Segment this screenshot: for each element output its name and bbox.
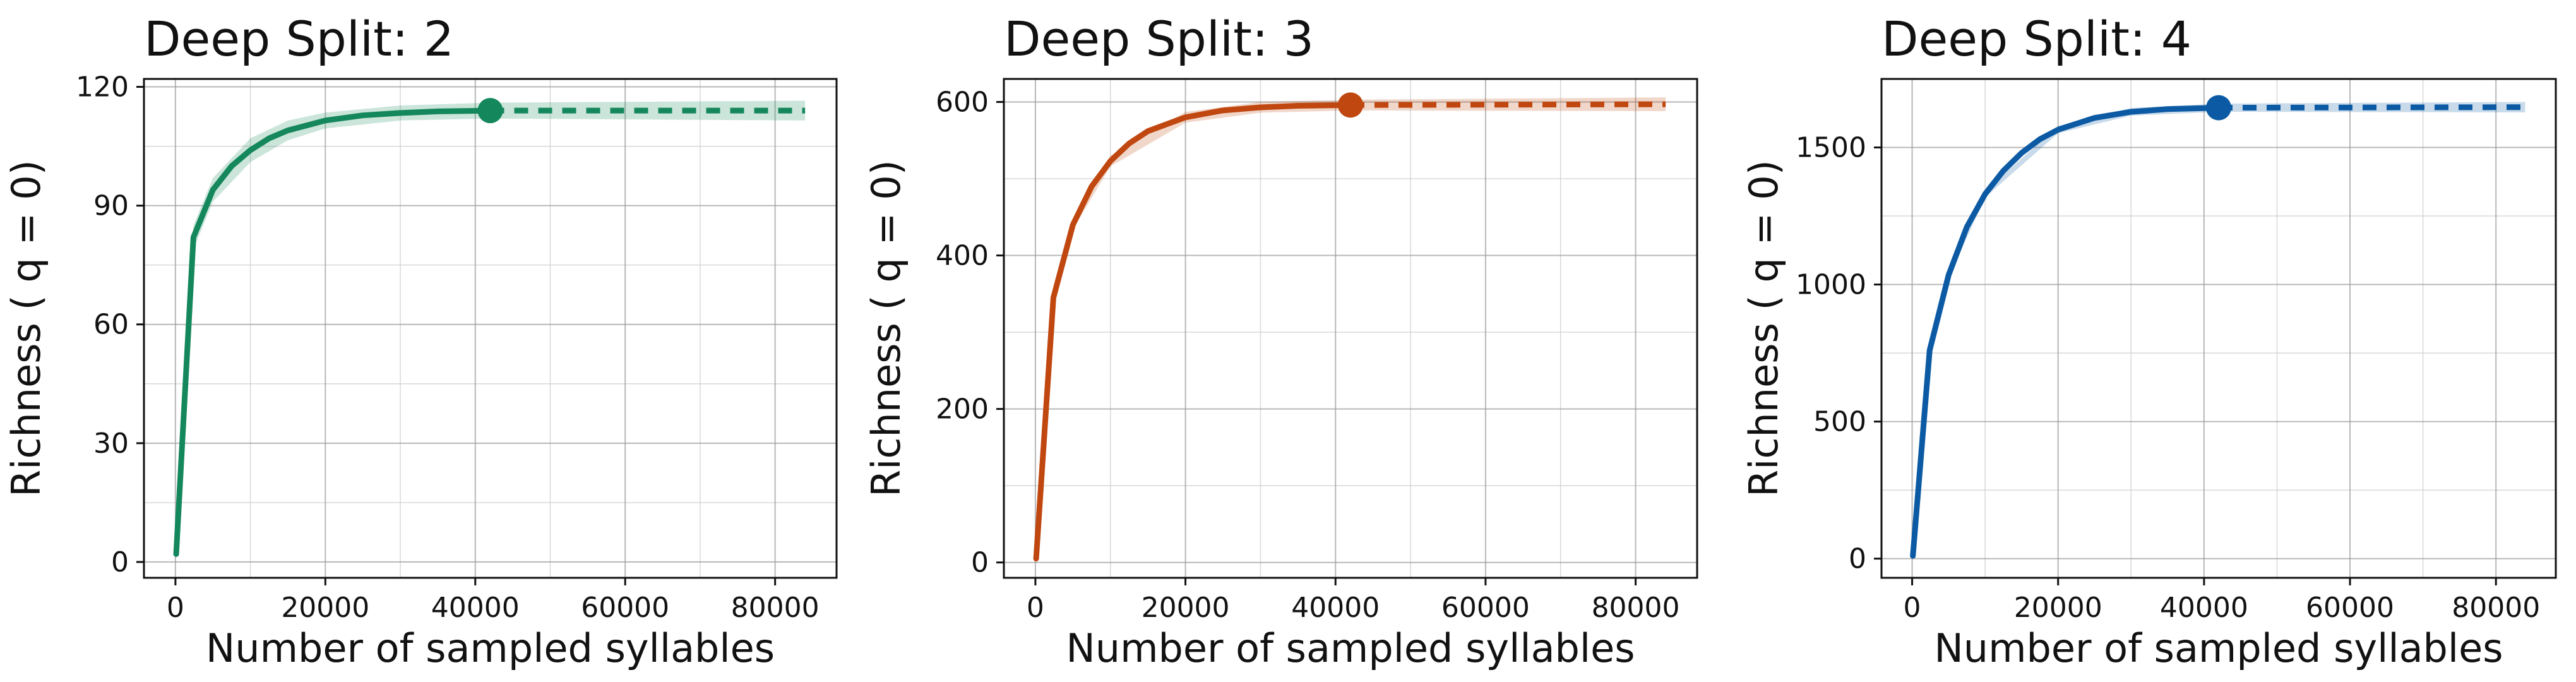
x-tick-label: 0: [1904, 592, 1921, 624]
observed-point: [1338, 92, 1363, 118]
y-tick-label: 1500: [1796, 132, 1866, 164]
x-axis-label: Number of sampled syllables: [1934, 625, 2503, 671]
extrapolation-line: [1350, 101, 1666, 108]
x-tick-label: 60000: [1441, 592, 1530, 624]
y-axis-label: Richness ( q = 0): [3, 160, 49, 497]
y-tick-label: 60: [93, 309, 129, 341]
x-tick-label: 40000: [431, 592, 520, 624]
y-tick-label: 1000: [1796, 269, 1866, 301]
plot-frame: [143, 78, 838, 579]
panel-title: Deep Split: 4: [1881, 11, 2191, 67]
confidence-band: [176, 100, 806, 558]
observed-point: [2206, 95, 2231, 121]
y-tick-label: 0: [971, 547, 989, 579]
y-tick-label: 90: [93, 190, 129, 222]
x-tick-label: 0: [1027, 592, 1044, 624]
chart-panel-3: 0 20000 40000 60000 80000 0 500 1000 1500 Deep Sp…: [1741, 11, 2557, 671]
x-tick-label: 20000: [281, 592, 369, 624]
y-tick-label: 400: [936, 240, 989, 272]
plot-frame: [1880, 78, 2557, 579]
interpolation-line: [173, 107, 493, 557]
y-axis-label: Richness ( q = 0): [863, 160, 909, 497]
x-tick-label: 0: [167, 592, 184, 624]
y-tick-label: 600: [936, 86, 989, 118]
panel-title: Deep Split: 2: [144, 11, 454, 67]
y-tick-label: 200: [936, 393, 989, 426]
confidence-band: [1036, 97, 1666, 559]
observed-point: [477, 98, 503, 124]
x-tick-label: 80000: [731, 592, 820, 624]
x-tick-label: 60000: [581, 592, 669, 624]
x-axis-label: Number of sampled syllables: [206, 625, 775, 671]
x-tick-label: 20000: [2014, 592, 2102, 624]
x-tick-label: 20000: [1142, 592, 1230, 624]
x-tick-label: 40000: [1291, 592, 1380, 624]
x-tick-label: 80000: [2452, 592, 2540, 624]
panel-title: Deep Split: 3: [1004, 11, 1314, 67]
x-axis-label: Number of sampled syllables: [1066, 625, 1635, 671]
y-tick-label: 500: [1813, 406, 1866, 438]
y-tick-label: 30: [93, 428, 129, 460]
plot-frame: [1003, 78, 1698, 579]
x-tick-label: 60000: [2306, 592, 2394, 624]
chart-panel-2: 0 20000 40000 60000 80000 0 200 400 600 Deep Spli…: [863, 11, 1698, 671]
x-tick-label: 40000: [2160, 592, 2248, 624]
interpolation-line: [1910, 105, 2222, 559]
y-tick-label: 0: [1849, 543, 1866, 575]
y-tick-label: 0: [111, 546, 129, 578]
y-tick-label: 120: [76, 71, 129, 104]
x-tick-label: 80000: [1592, 592, 1680, 624]
extrapolation-line: [2218, 104, 2525, 111]
y-axis-label: Richness ( q = 0): [1741, 160, 1787, 497]
interpolation-line: [1033, 102, 1354, 562]
chart-panel-1: 0 20000 40000 60000 80000 0 30 60 90 120 Deep Spli…: [3, 11, 838, 671]
